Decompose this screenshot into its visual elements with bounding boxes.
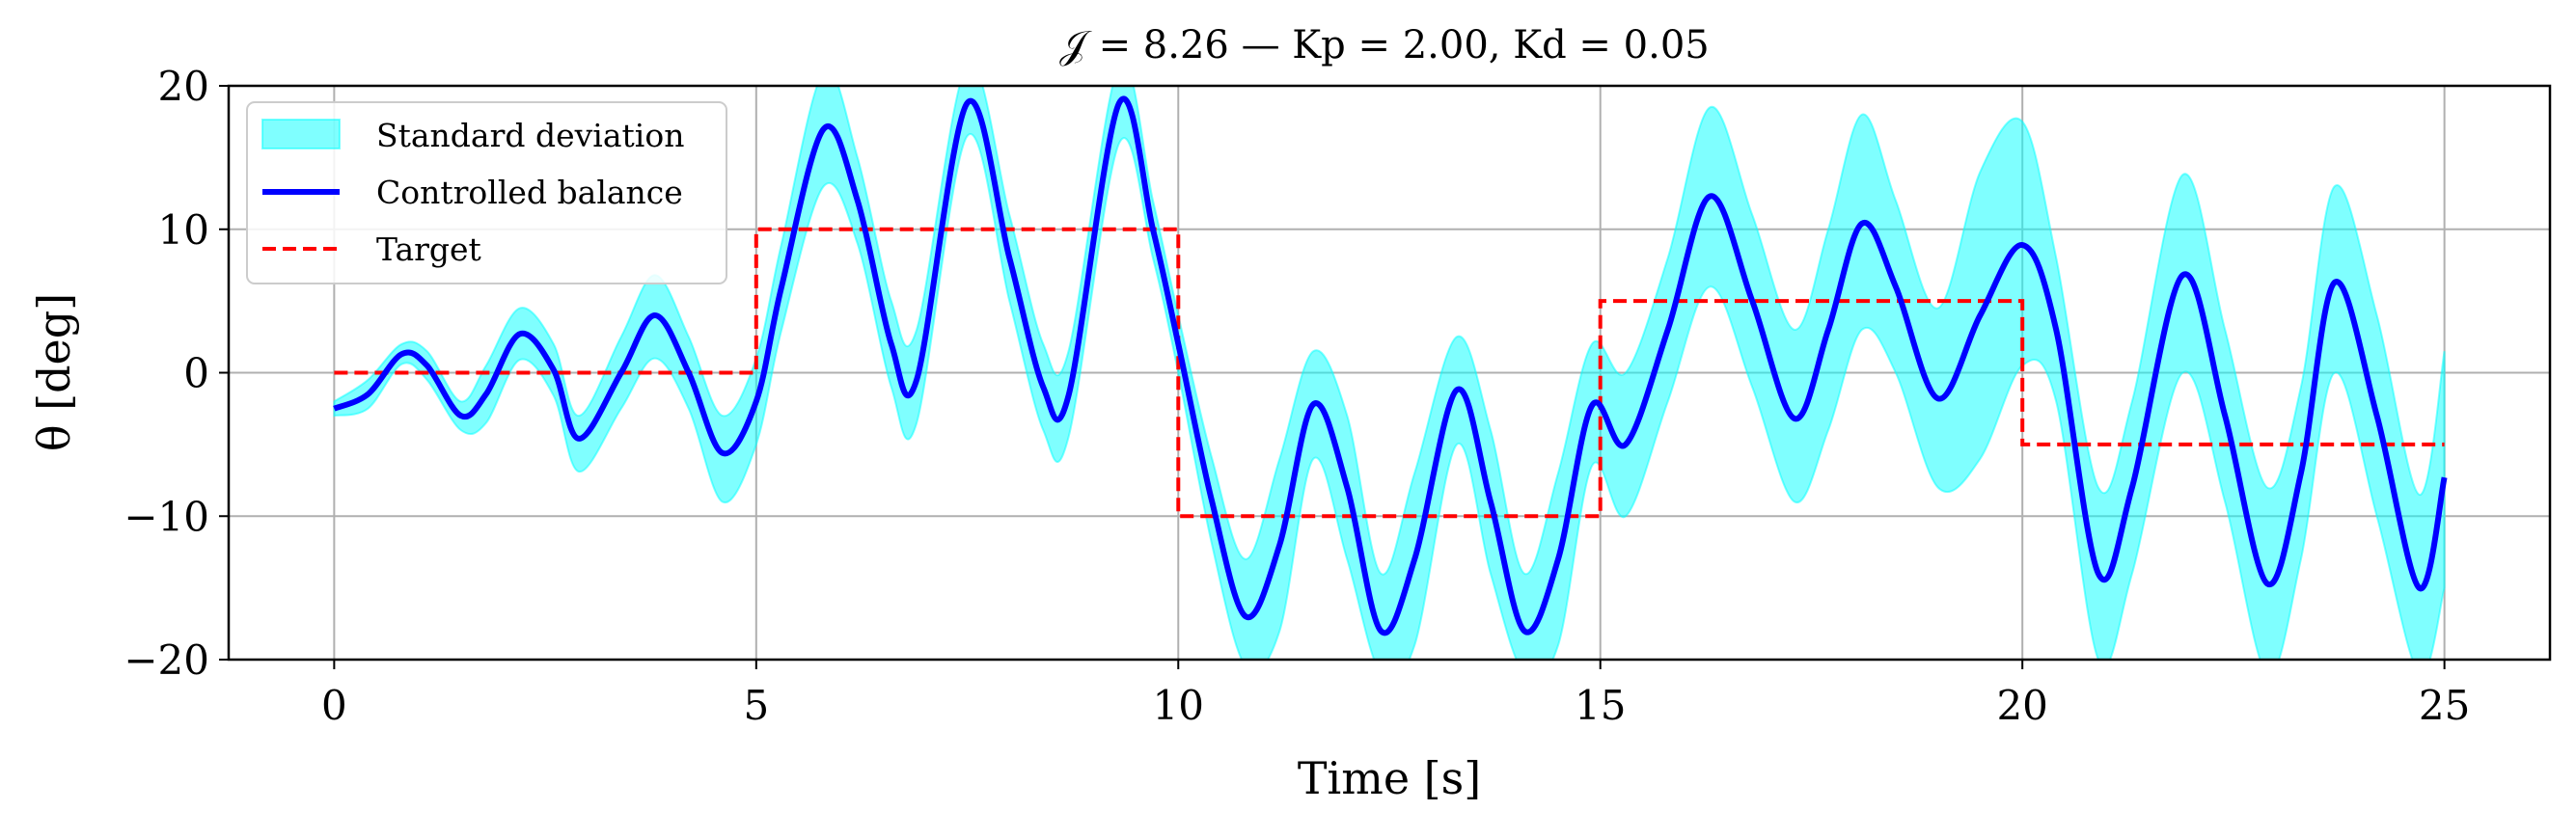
legend-swatch-band xyxy=(261,119,341,149)
x-tick-label-5: 25 xyxy=(2419,682,2470,729)
x-tick-label-1: 5 xyxy=(743,682,769,729)
y-axis-label: θ [deg] xyxy=(28,293,80,451)
legend-frame xyxy=(246,101,727,284)
chart-title: 𝒥 = 8.26 — Kp = 2.00, Kd = 0.05 xyxy=(1059,23,1709,68)
x-tick-label-0: 0 xyxy=(321,682,347,729)
series-target-line xyxy=(334,227,2445,519)
y-tick-label-4: 20 xyxy=(158,63,209,110)
x-tick-label-4: 20 xyxy=(1996,682,2047,729)
y-tick-label-0: −20 xyxy=(123,636,209,684)
plot-area xyxy=(333,86,2448,660)
legend: Standard deviation Controlled balance Ta… xyxy=(246,101,727,284)
legend-label-band: Standard deviation xyxy=(376,117,684,154)
x-tick-label-3: 15 xyxy=(1575,682,1626,729)
legend-label-target: Target xyxy=(376,230,481,268)
axis-ticks: 0 5 10 15 20 25 −20 −10 0 10 20 xyxy=(123,63,2470,729)
x-tick-label-2: 10 xyxy=(1153,682,1204,729)
x-axis-label: Time [s] xyxy=(1298,752,1481,804)
y-tick-label-2: 0 xyxy=(183,350,209,397)
y-tick-label-3: 10 xyxy=(158,206,209,254)
series-controlled-balance-line xyxy=(333,95,2448,636)
y-tick-label-1: −10 xyxy=(123,493,209,540)
legend-label-line: Controlled balance xyxy=(376,174,683,211)
